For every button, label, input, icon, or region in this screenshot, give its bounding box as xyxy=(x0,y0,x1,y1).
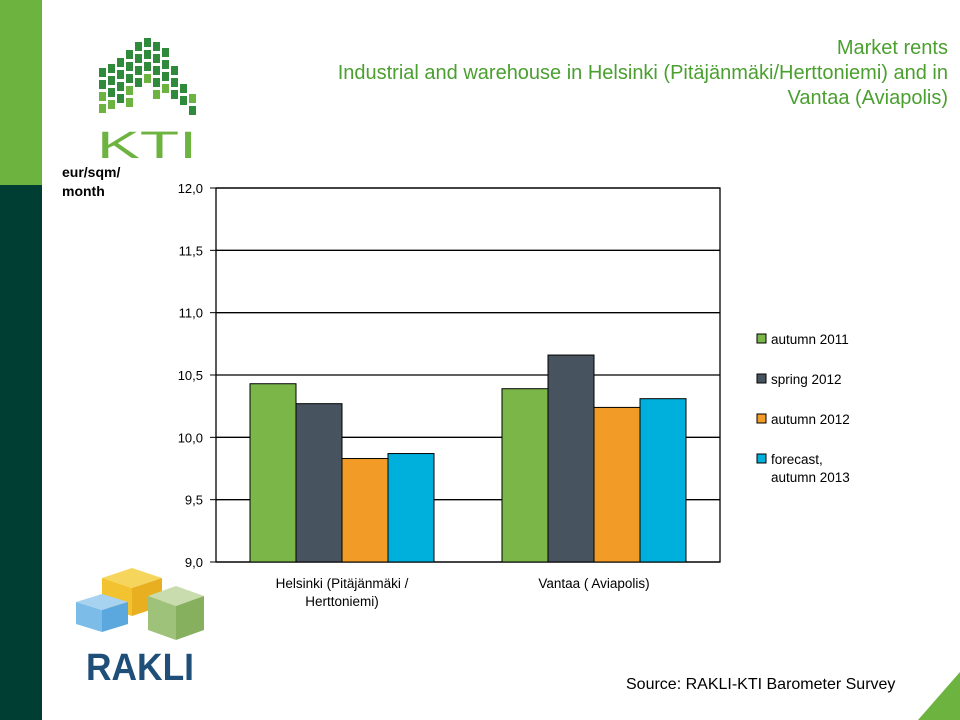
bar-1-2 xyxy=(295,403,343,563)
bar-2-3 xyxy=(593,406,641,563)
legend-swatch xyxy=(756,373,767,384)
legend-label: spring 2012 xyxy=(771,372,842,387)
x-category-label: Helsinki (Pitäjänmäki / xyxy=(276,576,409,591)
bar-1-1 xyxy=(249,383,297,563)
rakli-logo: RAKLI xyxy=(76,568,204,684)
legend-label: autumn 2012 xyxy=(771,412,850,427)
unit-line-2: month xyxy=(62,183,105,199)
bar-2-4 xyxy=(639,398,687,563)
title-line-1: Market rents xyxy=(836,37,948,59)
kti-logo-text: KTI xyxy=(97,125,197,160)
bar-2-2 xyxy=(547,354,595,563)
rakli-logo-text: RAKLI xyxy=(86,647,194,684)
chart-title: Market rents Industrial and warehouse in… xyxy=(188,36,948,111)
legend-swatch xyxy=(756,453,767,464)
y-axis-unit-label: eur/sqm/ month xyxy=(62,163,120,201)
bar-2-1 xyxy=(501,388,549,563)
x-category-label: Vantaa ( Aviapolis) xyxy=(538,576,649,591)
bar-1-3 xyxy=(341,458,389,563)
plot-area-frame xyxy=(215,187,721,563)
legend-swatch xyxy=(756,413,767,424)
bar-1-4 xyxy=(387,453,435,563)
y-tick-label: 10,5 xyxy=(178,368,203,383)
kti-logo: KTI xyxy=(97,38,197,160)
title-line-2: Industrial and warehouse in Helsinki (Pi… xyxy=(337,62,948,84)
legend-label: forecast, xyxy=(771,452,823,467)
y-tick-label: 9,5 xyxy=(185,493,203,508)
unit-line-1: eur/sqm/ xyxy=(62,164,121,180)
decor-stripe-dark xyxy=(0,185,42,720)
legend-label: autumn 2013 xyxy=(771,470,850,485)
source-note: Source: RAKLI-KTI Barometer Survey xyxy=(626,676,896,693)
x-category-label: Herttoniemi) xyxy=(305,594,379,609)
decor-stripe-green xyxy=(0,0,42,185)
y-tick-label: 9,0 xyxy=(185,555,203,570)
decor-corner-triangle xyxy=(918,672,960,720)
y-tick-label: 12,0 xyxy=(178,181,203,196)
y-tick-label: 11,0 xyxy=(179,306,203,321)
legend-label: autumn 2011 xyxy=(771,332,849,347)
y-tick-label: 11,5 xyxy=(179,243,203,258)
y-tick-label: 10,0 xyxy=(178,430,203,445)
legend-swatch xyxy=(756,333,767,344)
title-line-3: Vantaa (Aviapolis) xyxy=(787,87,948,109)
